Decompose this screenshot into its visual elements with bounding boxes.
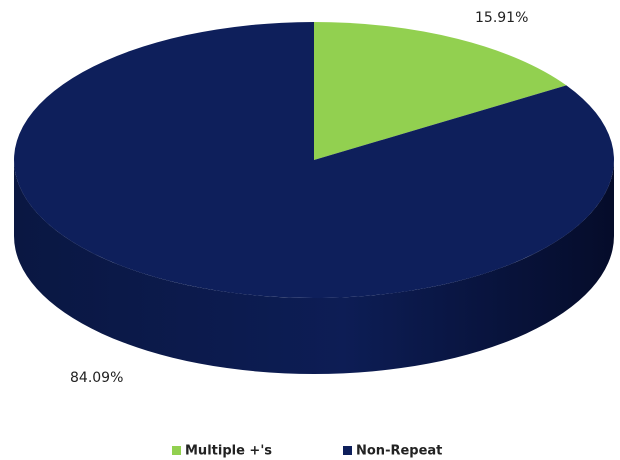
pie-slice <box>14 22 615 298</box>
data-label: 84.09% <box>70 370 123 386</box>
legend-swatch <box>343 446 352 455</box>
legend-label: Multiple +'s <box>185 444 272 459</box>
pie-slice <box>314 22 567 160</box>
legend-label: Non-Repeat <box>356 444 442 459</box>
legend-swatch <box>172 446 181 455</box>
pie-side <box>14 160 614 374</box>
data-label: 15.91% <box>475 10 528 26</box>
